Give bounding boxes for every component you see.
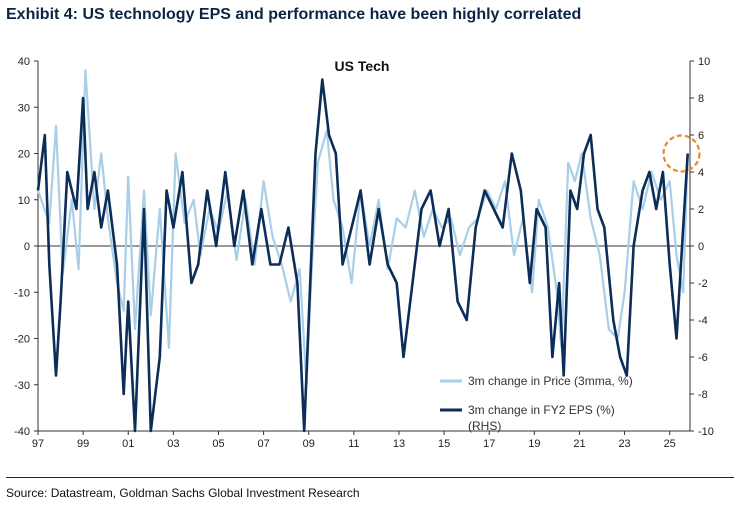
x-tick-label: 15 — [438, 438, 450, 450]
x-tick-label: 03 — [167, 438, 179, 450]
y-left-tick-label: -10 — [14, 287, 30, 299]
y-right-tick-label: 0 — [698, 241, 704, 253]
chart-svg: 403020100-10-20-30-401086420-2-4-6-8-109… — [14, 56, 714, 450]
series-line-eps — [36, 78, 689, 433]
x-tick-label: 13 — [393, 438, 405, 450]
y-right-tick-label: 10 — [698, 56, 710, 68]
x-tick-label: 23 — [618, 438, 630, 450]
y-right-tick-label: -4 — [698, 315, 708, 327]
source-note: Source: Datastream, Goldman Sachs Global… — [6, 486, 360, 500]
x-tick-label: 09 — [303, 438, 315, 450]
y-left-tick-label: 20 — [18, 149, 30, 161]
x-tick-label: 25 — [664, 438, 676, 450]
y-right-tick-label: 6 — [698, 130, 704, 142]
y-right-tick-label: 8 — [698, 93, 704, 105]
legend-label-eps: 3m change in FY2 EPS (%) — [468, 403, 615, 417]
x-tick-label: 99 — [77, 438, 89, 450]
chart-title: US Tech — [335, 58, 390, 74]
series-line-price — [36, 69, 689, 386]
y-left-tick-label: 40 — [18, 56, 30, 68]
y-left-tick-label: -20 — [14, 334, 30, 346]
y-right-tick-label: -8 — [698, 389, 708, 401]
legend-label-price: 3m change in Price (3mma, %) — [468, 374, 633, 388]
legend-label-eps-axis: (RHS) — [468, 419, 501, 433]
y-right-tick-label: -2 — [698, 278, 708, 290]
y-left-tick-label: 10 — [18, 195, 30, 207]
x-tick-label: 11 — [348, 438, 359, 450]
divider — [6, 477, 734, 478]
x-tick-label: 17 — [483, 438, 495, 450]
y-right-tick-label: 4 — [698, 167, 704, 179]
x-tick-label: 21 — [573, 438, 585, 450]
y-right-tick-label: -6 — [698, 352, 708, 364]
highlight-circle — [662, 134, 701, 173]
y-right-tick-label: -10 — [698, 426, 714, 438]
y-left-tick-label: -40 — [14, 426, 30, 438]
y-left-tick-label: 30 — [18, 102, 30, 114]
x-tick-label: 07 — [257, 438, 269, 450]
x-tick-label: 01 — [122, 438, 134, 450]
exhibit-title: Exhibit 4: US technology EPS and perform… — [6, 6, 582, 23]
x-tick-label: 19 — [528, 438, 540, 450]
y-right-tick-label: 2 — [698, 204, 704, 216]
x-tick-label: 97 — [32, 438, 44, 450]
y-left-tick-label: 0 — [24, 241, 30, 253]
y-left-tick-label: -30 — [14, 380, 30, 392]
x-tick-label: 05 — [212, 438, 224, 450]
